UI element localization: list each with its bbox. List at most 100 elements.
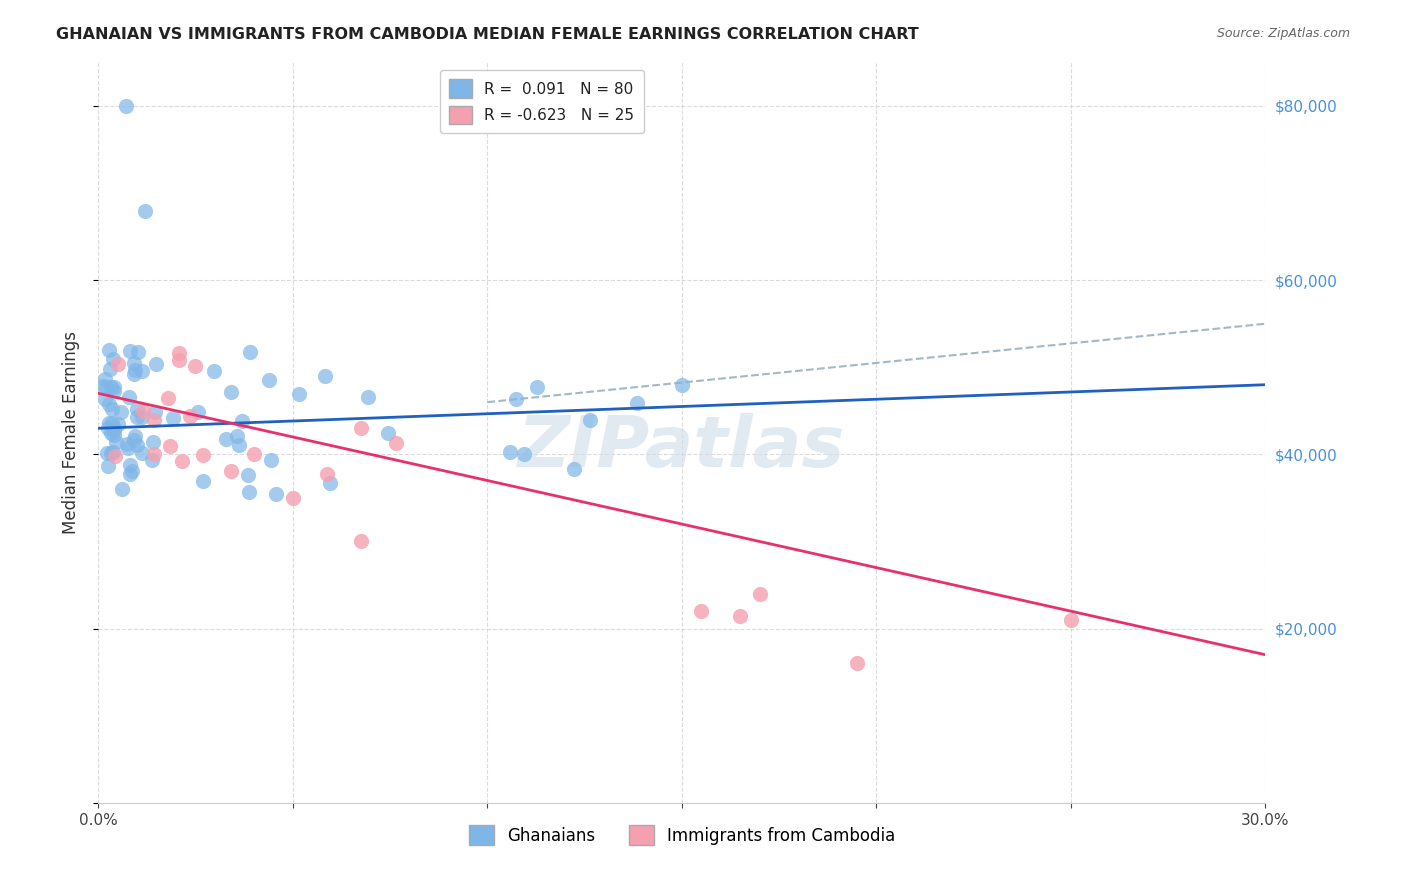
Point	[94, 372, 117, 386]
Point	[513, 447, 536, 461]
Point	[98, 362, 121, 376]
Point	[314, 369, 336, 384]
Point	[730, 608, 752, 623]
Point	[846, 657, 869, 671]
Point	[131, 364, 153, 378]
Point	[260, 453, 283, 467]
Point	[281, 491, 304, 505]
Point	[159, 438, 181, 452]
Point	[124, 367, 146, 381]
Point	[238, 485, 260, 500]
Point	[101, 416, 124, 430]
Point	[125, 409, 148, 424]
Point	[118, 458, 141, 473]
Point	[384, 436, 406, 450]
Legend: Ghanaians, Immigrants from Cambodia: Ghanaians, Immigrants from Cambodia	[460, 817, 904, 854]
Point	[162, 411, 184, 425]
Point	[124, 363, 146, 377]
Text: Source: ZipAtlas.com: Source: ZipAtlas.com	[1216, 27, 1350, 40]
Point	[131, 446, 153, 460]
Point	[626, 396, 648, 410]
Point	[120, 467, 142, 482]
Point	[115, 437, 138, 451]
Point	[193, 475, 215, 489]
Point	[101, 402, 124, 417]
Point	[145, 357, 167, 371]
Point	[134, 203, 156, 218]
Point	[219, 463, 242, 477]
Point	[357, 390, 380, 404]
Point	[219, 385, 242, 400]
Point	[562, 462, 585, 476]
Point	[141, 453, 163, 467]
Point	[179, 409, 201, 424]
Point	[264, 487, 287, 501]
Point	[215, 433, 238, 447]
Y-axis label: Median Female Earnings: Median Female Earnings	[62, 331, 80, 534]
Point	[191, 448, 214, 462]
Point	[142, 435, 165, 450]
Point	[101, 351, 124, 366]
Point	[114, 99, 136, 113]
Point	[97, 421, 120, 435]
Point	[120, 344, 142, 359]
Point	[97, 397, 120, 411]
Point	[103, 380, 125, 394]
Point	[125, 438, 148, 452]
Point	[100, 380, 122, 394]
Point	[315, 467, 337, 482]
Point	[225, 429, 247, 443]
Point	[122, 356, 145, 370]
Point	[228, 438, 250, 452]
Point	[124, 433, 146, 447]
Point	[107, 417, 129, 432]
Point	[104, 435, 127, 450]
Point	[350, 421, 373, 435]
Point	[1060, 613, 1083, 627]
Point	[498, 445, 520, 459]
Point	[748, 587, 770, 601]
Point	[97, 343, 120, 358]
Point	[579, 413, 602, 427]
Text: ZIPatlas: ZIPatlas	[519, 413, 845, 482]
Point	[103, 423, 125, 437]
Point	[505, 392, 527, 406]
Point	[131, 409, 153, 424]
Point	[127, 345, 149, 359]
Point	[98, 417, 121, 431]
Point	[110, 405, 132, 419]
Point	[143, 405, 166, 419]
Point	[526, 380, 548, 394]
Point	[103, 421, 125, 435]
Point	[243, 447, 266, 461]
Point	[100, 446, 122, 460]
Point	[202, 364, 225, 378]
Point	[142, 412, 165, 426]
Point	[124, 428, 146, 442]
Point	[184, 359, 207, 373]
Point	[97, 459, 120, 474]
Point	[259, 373, 281, 387]
Point	[96, 446, 118, 460]
Point	[94, 392, 117, 407]
Point	[104, 449, 127, 463]
Point	[100, 425, 122, 440]
Point	[118, 390, 141, 404]
Point	[117, 442, 139, 456]
Point	[187, 405, 209, 419]
Point	[167, 352, 190, 367]
Point	[101, 445, 124, 459]
Point	[103, 384, 125, 398]
Point	[107, 358, 129, 372]
Point	[94, 380, 117, 394]
Point	[238, 345, 260, 359]
Point	[91, 379, 114, 393]
Text: GHANAIAN VS IMMIGRANTS FROM CAMBODIA MEDIAN FEMALE EARNINGS CORRELATION CHART: GHANAIAN VS IMMIGRANTS FROM CAMBODIA MED…	[56, 27, 920, 42]
Point	[167, 346, 190, 360]
Point	[127, 401, 149, 416]
Point	[132, 403, 155, 417]
Point	[121, 464, 143, 478]
Point	[111, 482, 134, 496]
Point	[143, 447, 166, 461]
Point	[671, 377, 693, 392]
